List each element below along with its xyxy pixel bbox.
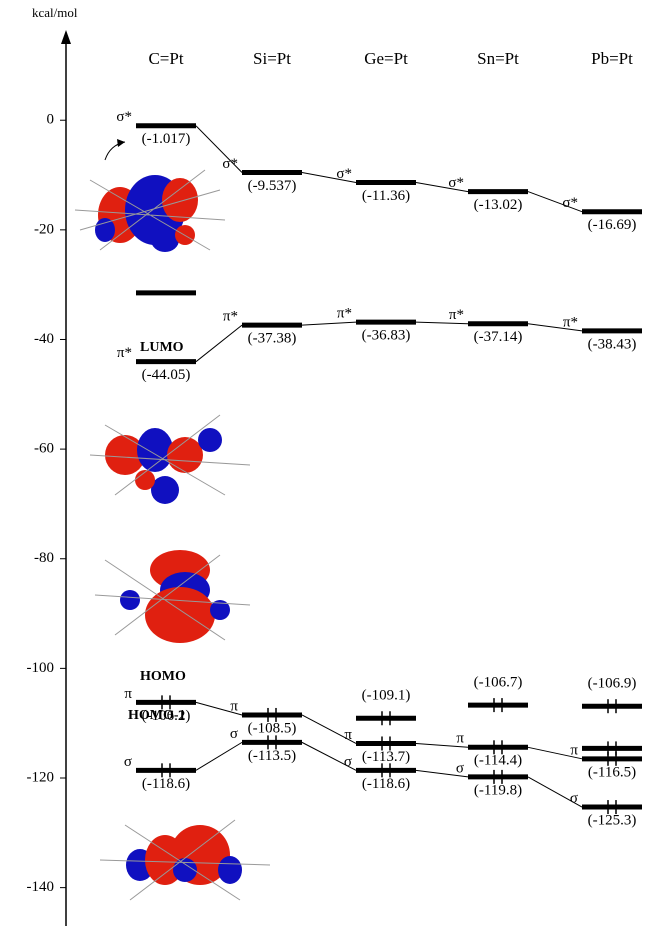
value-label: (-108.5)	[248, 720, 297, 736]
value-label: (-106.2)	[142, 708, 191, 724]
category-label: Pb=Pt	[591, 49, 633, 68]
category-label: Sn=Pt	[477, 49, 519, 68]
category-label: Ge=Pt	[364, 49, 408, 68]
level-symbol: σ*	[562, 195, 578, 211]
value-label: (-11.36)	[362, 188, 410, 204]
y-tick-label: -40	[34, 331, 54, 347]
value-label: (-119.8)	[474, 782, 522, 798]
value-label: (-114.4)	[474, 753, 522, 769]
level-symbol: σ*	[222, 156, 238, 172]
value-label: (-1.017)	[142, 131, 191, 147]
level-symbol: π*	[563, 314, 578, 330]
y-tick-label: -80	[34, 550, 54, 566]
value-label: (-118.6)	[142, 776, 190, 792]
connector	[196, 325, 242, 362]
value-label: (-116.5)	[588, 764, 636, 780]
value-label: (-13.02)	[474, 197, 523, 213]
y-tick-label: -20	[34, 221, 54, 237]
level-symbol: σ	[456, 760, 464, 776]
y-tick-label: 0	[47, 112, 55, 128]
connector	[302, 322, 356, 325]
annotation: LUMO	[140, 340, 184, 355]
level-symbol: π*	[337, 306, 352, 322]
level-symbol: π*	[117, 345, 132, 361]
y-axis-label: kcal/mol	[32, 5, 78, 20]
value-label: (-109.1)	[362, 688, 411, 704]
value-label: (-113.5)	[248, 748, 296, 764]
value-label: (-106.9)	[588, 676, 637, 692]
category-label: C=Pt	[148, 49, 183, 68]
y-tick-label: -60	[34, 441, 54, 457]
value-label: (-16.69)	[588, 217, 637, 233]
connector	[196, 126, 242, 173]
value-label: (-38.43)	[588, 336, 637, 352]
level-symbol: σ	[230, 726, 238, 742]
level-symbol: σ*	[116, 109, 132, 125]
value-label: (-44.05)	[142, 367, 191, 383]
value-label: (-118.6)	[362, 776, 410, 792]
chart: kcal/mol LUMO HOMO HOMO-	[0, 0, 647, 927]
level-symbol: π	[456, 731, 464, 747]
level-symbol: π	[570, 742, 578, 758]
value-label: (-113.7)	[362, 749, 410, 765]
y-tick-label: -120	[27, 769, 55, 785]
axis-arrow	[61, 30, 71, 44]
connector	[196, 742, 242, 770]
y-tick-label: -140	[27, 879, 55, 895]
value-label: (-125.3)	[588, 812, 637, 828]
value-label: (-106.7)	[474, 675, 523, 691]
level-symbol: π*	[449, 307, 464, 323]
value-label: (-37.14)	[474, 329, 523, 345]
category-label: Si=Pt	[253, 49, 291, 68]
y-tick-label: -100	[27, 660, 55, 676]
annotation: HOMO	[140, 669, 186, 684]
arrow-head	[117, 139, 125, 147]
value-label: (-9.537)	[248, 178, 297, 194]
value-label: (-37.38)	[248, 331, 297, 347]
level-symbol: π	[124, 686, 132, 702]
value-label: (-36.83)	[362, 328, 411, 344]
level-symbol: π*	[223, 309, 238, 325]
arrow	[105, 142, 125, 160]
level-symbol: σ	[124, 754, 132, 770]
